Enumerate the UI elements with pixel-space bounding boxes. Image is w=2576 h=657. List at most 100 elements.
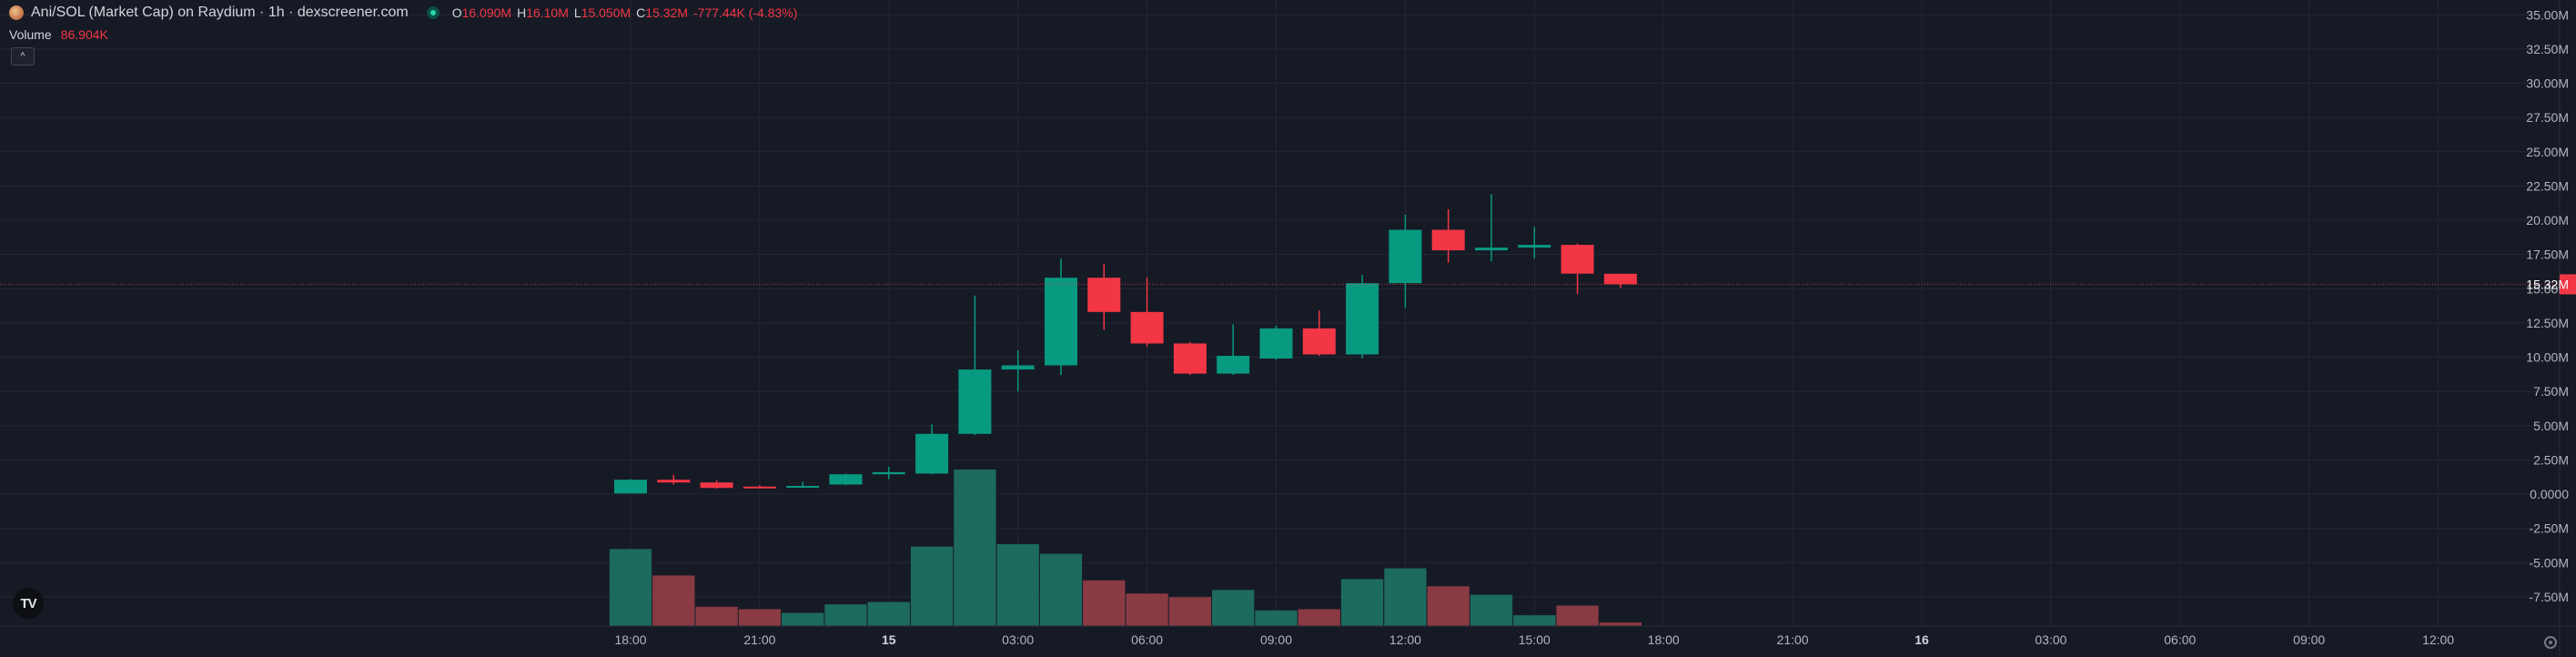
volume-bar — [1340, 579, 1384, 626]
change-value: -777.44K (-4.83%) — [693, 5, 798, 20]
volume-bar — [1039, 553, 1083, 626]
y-tick-label: 25.00M — [2526, 145, 2569, 159]
candle-body — [1130, 311, 1164, 344]
y-tick-label: 10.00M — [2526, 350, 2569, 365]
y-tick-label: 5.00M — [2533, 419, 2569, 433]
candle-body — [786, 485, 820, 488]
candle-body — [1045, 278, 1077, 366]
candle-body — [614, 480, 647, 494]
candle-body — [872, 471, 905, 475]
candle-layer — [614, 194, 1637, 494]
chart-title: Ani/SOL (Market Cap) on Raydium · 1h · d… — [31, 5, 409, 20]
volume-bar — [910, 546, 954, 626]
volume-bar — [782, 612, 824, 626]
close-value: 15.32M — [645, 5, 688, 20]
x-tick-label: 12:00 — [2422, 632, 2454, 647]
volume-value: 86.904K — [60, 27, 108, 42]
candle-body — [915, 433, 949, 474]
y-axis-background — [2560, 0, 2576, 657]
volume-bar — [824, 604, 867, 626]
x-tick-label: 12:00 — [1389, 632, 1421, 647]
gear-icon[interactable] — [2544, 636, 2557, 649]
volume-label: Volume — [9, 27, 52, 42]
y-tick-label: 12.50M — [2526, 316, 2569, 330]
high-value: 16.10M — [526, 5, 569, 20]
volume-bar — [609, 549, 652, 626]
volume-bar — [1126, 593, 1168, 626]
volume-bar — [738, 609, 782, 626]
candle-body — [1603, 273, 1637, 285]
series-legend: Ani/SOL (Market Cap) on Raydium · 1h · d… — [9, 5, 797, 21]
collapse-legend-button[interactable]: ^ — [11, 47, 35, 66]
volume-bar — [1427, 586, 1470, 626]
volume-bar — [652, 575, 695, 626]
volume-bar — [996, 544, 1039, 626]
candle-body — [1173, 343, 1207, 374]
volume-bar — [1255, 610, 1298, 626]
x-tick-label: 06:00 — [1131, 632, 1163, 647]
volume-bar — [695, 606, 738, 626]
volume-legend: Volume 86.904K — [9, 27, 108, 42]
volume-bar — [867, 601, 910, 626]
x-tick-label: 06:00 — [2164, 632, 2196, 647]
volume-bar — [1212, 590, 1255, 626]
volume-bar — [1298, 609, 1340, 626]
x-tick-label: 15:00 — [1519, 632, 1551, 647]
low-value: 15.050M — [581, 5, 631, 20]
candle-body — [1259, 328, 1293, 359]
candle-body — [1518, 245, 1551, 248]
volume-layer — [609, 470, 1642, 626]
x-tick-label: 15 — [882, 632, 896, 647]
last-price-line: 15.32M — [0, 274, 2576, 295]
x-tick-label: 03:00 — [2035, 632, 2066, 647]
x-tick-label: 18:00 — [1648, 632, 1680, 647]
candle-body — [1431, 229, 1465, 251]
volume-bar — [1384, 568, 1427, 626]
candle-body — [1475, 248, 1508, 251]
candle-body — [958, 369, 992, 434]
close-label: C — [636, 5, 646, 20]
volume-bar — [1556, 605, 1599, 626]
candle-body — [742, 486, 776, 489]
ohlc-values: O16.090M H16.10M L15.050M C15.32M -777.4… — [452, 5, 798, 20]
x-tick-label: 16 — [1914, 632, 1929, 647]
x-tick-label: 18:00 — [614, 632, 646, 647]
y-tick-label: 0.0000 — [2530, 487, 2569, 501]
volume-bar — [1168, 597, 1212, 626]
candle-body — [1217, 355, 1250, 374]
x-axis[interactable]: 18:00 21:00 15 03:00 06:00 09:00 12:00 15:00 18:… — [0, 625, 2576, 647]
open-value: 16.090M — [461, 5, 512, 20]
y-tick-label: -7.50M — [2529, 590, 2569, 604]
y-tick-label: 30.00M — [2526, 76, 2569, 91]
chevron-up-icon: ^ — [20, 51, 25, 62]
volume-bar — [954, 470, 996, 626]
x-tick-label: 21:00 — [743, 632, 775, 647]
volume-bar — [1513, 615, 1556, 626]
candle-body — [1561, 245, 1594, 274]
x-tick-label: 03:00 — [1002, 632, 1034, 647]
y-tick-label: 20.00M — [2526, 213, 2569, 227]
x-tick-label: 21:00 — [1777, 632, 1809, 647]
open-label: O — [451, 5, 462, 20]
candle-body — [657, 480, 691, 483]
y-tick-label: 15.00M — [2526, 281, 2569, 296]
candle-body — [1346, 283, 1379, 355]
x-tick-label: 09:00 — [1260, 632, 1292, 647]
last-price-label: 15.32M — [2526, 277, 2569, 291]
y-tick-label: 32.50M — [2526, 42, 2569, 56]
tradingview-logo[interactable]: TV — [13, 588, 44, 619]
volume-bar — [1599, 622, 1642, 626]
y-tick-label: 27.50M — [2526, 110, 2569, 125]
y-axis[interactable]: 35.00M 32.50M 30.00M 27.50M 25.00M 22.50M 20.0… — [2526, 0, 2576, 657]
token-logo-icon — [9, 5, 24, 20]
y-tick-label: 7.50M — [2533, 384, 2569, 399]
high-label: H — [517, 5, 527, 20]
y-tick-label: 22.50M — [2526, 178, 2569, 193]
x-tick-label: 09:00 — [2293, 632, 2325, 647]
y-tick-label: -5.00M — [2529, 555, 2569, 570]
y-tick-label: -2.50M — [2529, 521, 2569, 536]
y-tick-label: 35.00M — [2526, 7, 2569, 22]
y-tick-label: 2.50M — [2533, 452, 2569, 467]
